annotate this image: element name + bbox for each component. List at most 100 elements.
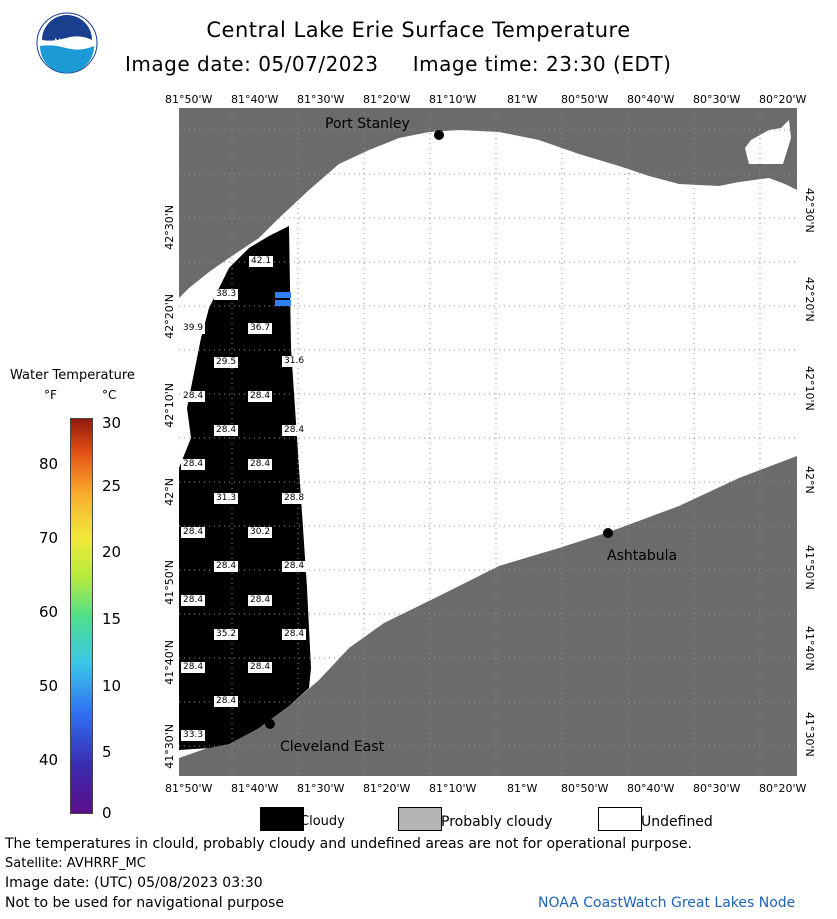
temp-cell-label: 31.3 bbox=[214, 493, 239, 504]
temp-cell-label: 28.4 bbox=[181, 459, 206, 470]
noaa-logo: NOAA bbox=[36, 12, 98, 74]
celsius-label: 25 bbox=[102, 477, 122, 495]
temp-cell-label: 28.4 bbox=[248, 595, 273, 606]
cloud-mask-area bbox=[179, 226, 311, 750]
lat-tick-left: 42°30'N bbox=[163, 205, 176, 250]
warm-patch bbox=[275, 300, 291, 306]
temp-cell-label: 28.4 bbox=[248, 662, 273, 673]
temp-cell-label: 28.4 bbox=[248, 391, 273, 402]
fahrenheit-label: 60 bbox=[39, 603, 59, 621]
fahrenheit-label: 50 bbox=[39, 677, 59, 695]
unit-celsius: °C bbox=[102, 388, 117, 402]
lon-tick-top: 80°40'W bbox=[627, 93, 675, 106]
lat-tick-left: 41°30'N bbox=[163, 724, 176, 769]
lon-tick-top: 81°50'W bbox=[165, 93, 213, 106]
temp-cell-label: 29.5 bbox=[214, 357, 239, 368]
lat-tick-right: 42°20'N bbox=[803, 277, 816, 322]
celsius-label: 0 bbox=[102, 804, 112, 822]
temp-cell-label: 28.4 bbox=[214, 561, 239, 572]
temp-cell-label: 31.6 bbox=[282, 356, 307, 367]
satellite-info: Satellite: AVHRRF_MC bbox=[5, 856, 146, 871]
lon-tick-bottom: 81°20'W bbox=[363, 782, 411, 795]
lon-tick-bottom: 80°20'W bbox=[759, 782, 807, 795]
lat-tick-right: 42°10'N bbox=[803, 366, 816, 411]
place-label-port-stanley: Port Stanley bbox=[325, 116, 410, 132]
temp-cell-label: 28.4 bbox=[181, 391, 206, 402]
temp-cell-label: 28.4 bbox=[214, 696, 239, 707]
temp-cell-label: 33.3 bbox=[181, 730, 206, 741]
temp-cell-label: 39.9 bbox=[181, 323, 206, 334]
lat-tick-right: 41°30'N bbox=[803, 712, 816, 757]
lon-tick-top: 80°30'W bbox=[693, 93, 741, 106]
lon-tick-bottom: 80°40'W bbox=[627, 782, 675, 795]
temp-cell-label: 28.4 bbox=[181, 662, 206, 673]
temp-cell-label: 28.4 bbox=[282, 629, 307, 640]
lat-tick-right: 42°N bbox=[803, 466, 816, 494]
ashtabula-marker bbox=[603, 528, 613, 538]
unit-fahrenheit: °F bbox=[44, 388, 57, 402]
celsius-label: 15 bbox=[102, 610, 122, 628]
grid-lines bbox=[179, 108, 797, 776]
celsius-label: 30 bbox=[102, 414, 122, 432]
lon-tick-bottom: 81°30'W bbox=[297, 782, 345, 795]
temp-cell-label: 35.2 bbox=[214, 629, 239, 640]
undefined-label: Undefined bbox=[641, 814, 713, 830]
lon-tick-bottom: 81°50'W bbox=[165, 782, 213, 795]
lon-tick-top: 80°20'W bbox=[759, 93, 807, 106]
lat-tick-left: 42°N bbox=[163, 478, 176, 506]
celsius-label: 5 bbox=[102, 743, 112, 761]
lat-tick-left: 41°50'N bbox=[163, 560, 176, 605]
temp-cell-label: 28.4 bbox=[282, 561, 307, 572]
utc-image-date: Image date: (UTC) 05/08/2023 03:30 bbox=[5, 875, 263, 891]
lat-tick-right: 42°30'N bbox=[803, 188, 816, 233]
lon-tick-top: 81°20'W bbox=[363, 93, 411, 106]
fahrenheit-label: 70 bbox=[39, 529, 59, 547]
legend-title: Water Temperature bbox=[10, 368, 135, 383]
disclaimer-text: The temperatures in clould, probably clo… bbox=[5, 836, 692, 852]
lon-tick-bottom: 80°50'W bbox=[561, 782, 609, 795]
lake-erie-map bbox=[179, 108, 797, 776]
page-title: Central Lake Erie Surface Temperature bbox=[206, 18, 631, 42]
noaa-credit: NOAA CoastWatch Great Lakes Node bbox=[538, 895, 796, 911]
temp-cell-label: 28.4 bbox=[181, 595, 206, 606]
temp-cell-label: 28.4 bbox=[282, 425, 307, 436]
celsius-label: 10 bbox=[102, 677, 122, 695]
temperature-colorbar bbox=[70, 418, 93, 814]
lat-tick-left: 41°40'N bbox=[163, 640, 176, 685]
temp-cell-label: 28.8 bbox=[282, 493, 307, 504]
north-shore-bay bbox=[745, 120, 791, 164]
lon-tick-bottom: 81°10'W bbox=[429, 782, 477, 795]
cleveland-east-marker bbox=[265, 719, 275, 729]
lon-tick-bottom: 81°W bbox=[507, 782, 538, 795]
port-stanley-marker bbox=[434, 130, 444, 140]
lon-tick-top: 81°40'W bbox=[231, 93, 279, 106]
image-date-time: Image date: 05/07/2023 Image time: 23:30… bbox=[125, 52, 672, 76]
fahrenheit-label: 40 bbox=[39, 751, 59, 769]
navigation-warning: Not to be used for navigational purpose bbox=[5, 895, 284, 911]
lat-tick-left: 42°10'N bbox=[163, 383, 176, 428]
temp-cell-label: 36.7 bbox=[248, 323, 273, 334]
probably-cloudy-label: Probably cloudy bbox=[441, 814, 553, 830]
temp-cell-label: 38.3 bbox=[214, 289, 239, 300]
undefined-swatch bbox=[598, 807, 642, 831]
temp-cell-label: 42.1 bbox=[249, 256, 274, 267]
place-label-ashtabula: Ashtabula bbox=[607, 548, 678, 564]
cloudy-swatch bbox=[260, 807, 304, 831]
lat-tick-left: 42°20'N bbox=[163, 294, 176, 339]
lon-tick-top: 81°W bbox=[507, 93, 538, 106]
lon-tick-bottom: 80°30'W bbox=[693, 782, 741, 795]
temp-cell-label: 28.4 bbox=[181, 527, 206, 538]
south-shore-land bbox=[179, 456, 797, 776]
lon-tick-top: 81°10'W bbox=[429, 93, 477, 106]
lon-tick-top: 80°50'W bbox=[561, 93, 609, 106]
lon-tick-top: 81°30'W bbox=[297, 93, 345, 106]
lon-tick-bottom: 81°40'W bbox=[231, 782, 279, 795]
lat-tick-right: 41°40'N bbox=[803, 626, 816, 671]
logo-text: NOAA bbox=[54, 37, 80, 47]
place-label-cleveland-east: Cleveland East bbox=[280, 739, 385, 755]
celsius-label: 20 bbox=[102, 543, 122, 561]
temp-cell-label: 28.4 bbox=[248, 459, 273, 470]
fahrenheit-label: 80 bbox=[39, 455, 59, 473]
temp-cell-label: 28.4 bbox=[214, 425, 239, 436]
temp-cell-label: 30.2 bbox=[248, 527, 273, 538]
